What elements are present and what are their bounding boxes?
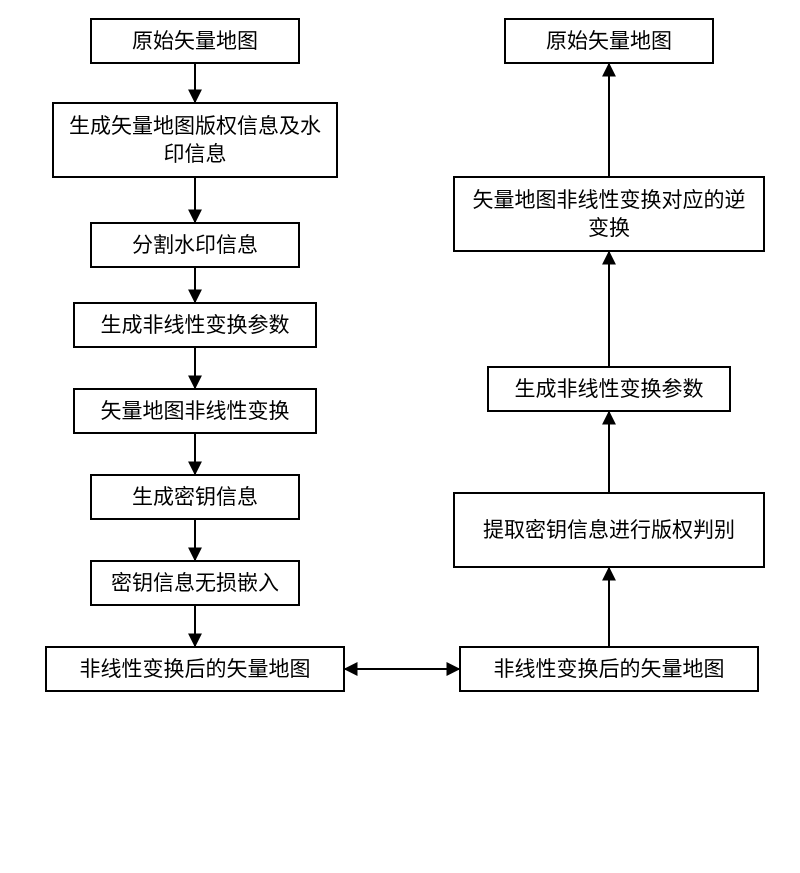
flow-node-label: 分割水印信息 (132, 231, 258, 259)
flow-node-label: 生成非线性变换参数 (515, 375, 704, 403)
flow-node-l8: 非线性变换后的矢量地图 (45, 646, 345, 692)
flow-node-r1b: 矢量地图非线性变换对应的逆变换 (453, 176, 765, 252)
flow-node-r1: 原始矢量地图 (504, 18, 714, 64)
flow-node-label: 生成矢量地图版权信息及水印信息 (64, 112, 326, 169)
flow-node-r3: 提取密钥信息进行版权判别 (453, 492, 765, 568)
flow-node-label: 提取密钥信息进行版权判别 (483, 516, 735, 544)
flow-node-label: 生成非线性变换参数 (101, 311, 290, 339)
flow-node-label: 非线性变换后的矢量地图 (80, 655, 311, 683)
flow-node-label: 原始矢量地图 (546, 27, 672, 55)
flow-node-l6: 生成密钥信息 (90, 474, 300, 520)
flow-node-label: 密钥信息无损嵌入 (111, 569, 279, 597)
flow-node-label: 非线性变换后的矢量地图 (494, 655, 725, 683)
flow-node-label: 原始矢量地图 (132, 27, 258, 55)
flow-node-r4: 非线性变换后的矢量地图 (459, 646, 759, 692)
flow-node-l1: 原始矢量地图 (90, 18, 300, 64)
flow-node-l5: 矢量地图非线性变换 (73, 388, 317, 434)
flow-node-l2: 生成矢量地图版权信息及水印信息 (52, 102, 338, 178)
flow-node-l4: 生成非线性变换参数 (73, 302, 317, 348)
flow-node-label: 矢量地图非线性变换对应的逆变换 (465, 186, 753, 243)
flow-node-r2: 生成非线性变换参数 (487, 366, 731, 412)
flow-node-label: 矢量地图非线性变换 (101, 397, 290, 425)
flowchart-canvas: 原始矢量地图生成矢量地图版权信息及水印信息分割水印信息生成非线性变换参数矢量地图… (0, 0, 800, 873)
flow-node-label: 生成密钥信息 (132, 483, 258, 511)
flow-node-l3: 分割水印信息 (90, 222, 300, 268)
flow-node-l7: 密钥信息无损嵌入 (90, 560, 300, 606)
